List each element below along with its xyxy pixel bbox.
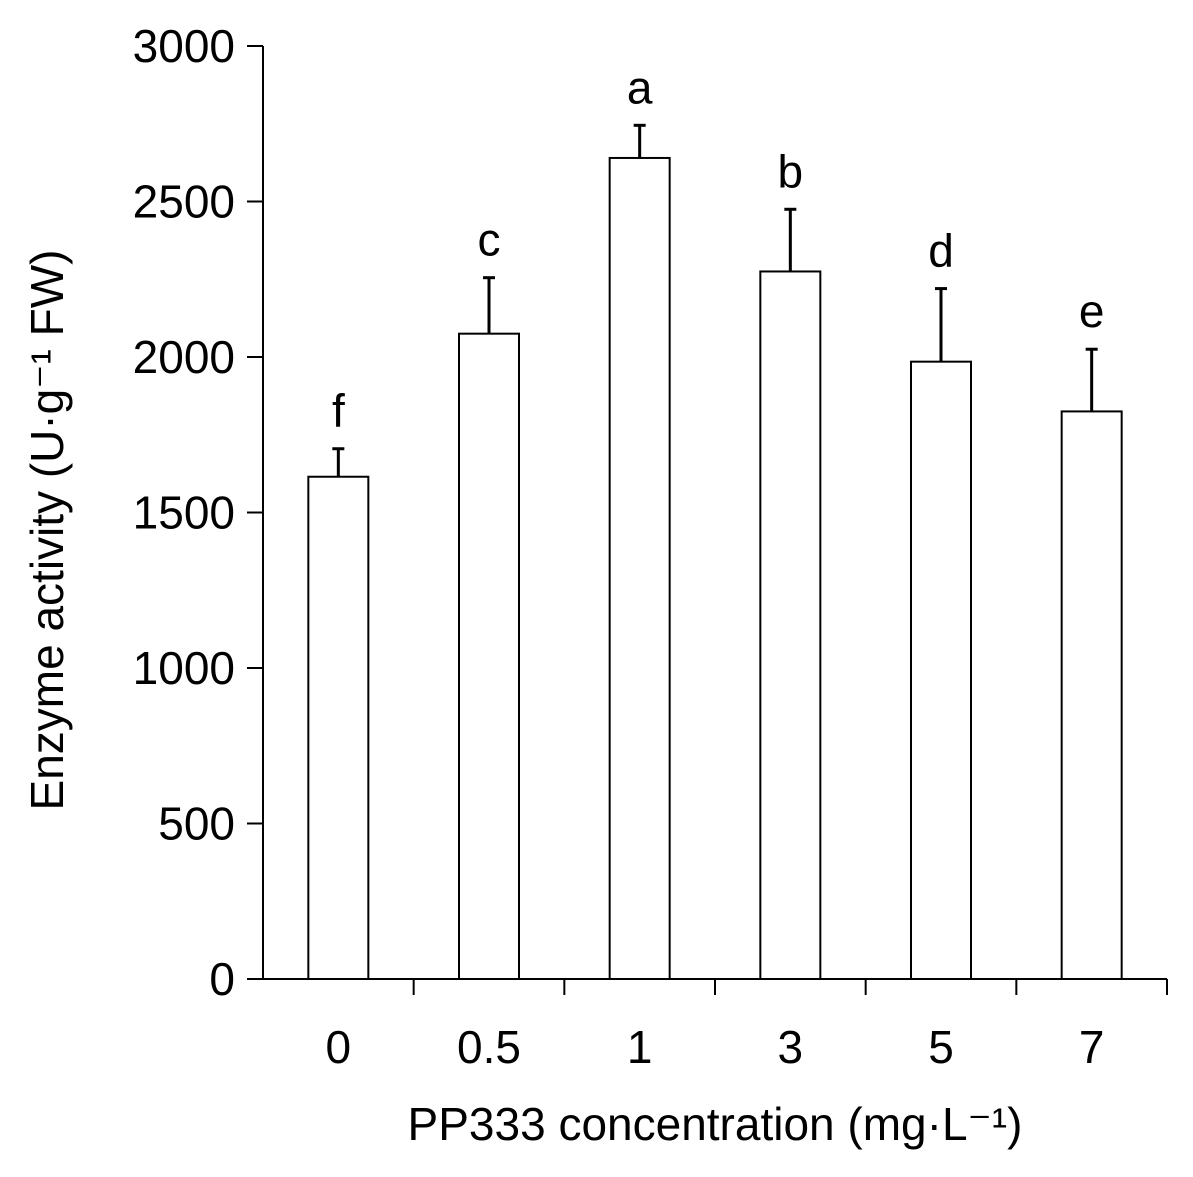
- x-axis-ticks: 0 0.5 1 3 5 7: [326, 979, 1168, 1073]
- bar: [1060, 410, 1123, 980]
- y-tick-label: 1500: [133, 487, 235, 539]
- bar: [910, 360, 972, 981]
- significance-letter: e: [1079, 285, 1105, 337]
- y-axis-title: Enzyme activity (U·g⁻¹ FW): [21, 250, 73, 811]
- x-tick-label: 3: [778, 1021, 804, 1073]
- y-tick-label: 2000: [133, 331, 235, 383]
- error-bars: [332, 123, 1098, 477]
- x-tick-label: 1: [627, 1021, 653, 1073]
- bars: [307, 156, 1123, 981]
- bar: [458, 332, 520, 980]
- x-tick-label: 7: [1079, 1021, 1105, 1073]
- bar: [608, 156, 671, 980]
- y-axis-ticks: 0 500 1000 1500 2000 2500 3000: [133, 20, 263, 1005]
- y-tick-label: 2500: [133, 176, 235, 228]
- significance-letter: f: [332, 385, 345, 437]
- bar: [307, 475, 370, 980]
- significance-letters: f c a b d e: [332, 61, 1105, 436]
- significance-letter: b: [778, 145, 804, 197]
- significance-letter: a: [627, 61, 653, 113]
- x-tick-label: 0.5: [457, 1021, 521, 1073]
- x-axis-title: PP333 concentration (mg·L⁻¹): [408, 1098, 1023, 1150]
- x-tick-label: 5: [928, 1021, 954, 1073]
- y-tick-label: 0: [209, 953, 235, 1005]
- y-tick-label: 500: [158, 798, 235, 850]
- y-tick-label: 3000: [133, 20, 235, 72]
- significance-letter: c: [478, 214, 501, 266]
- y-tick-label: 1000: [133, 642, 235, 694]
- significance-letter: d: [928, 225, 954, 277]
- x-tick-label: 0: [326, 1021, 352, 1073]
- bar: [759, 270, 822, 981]
